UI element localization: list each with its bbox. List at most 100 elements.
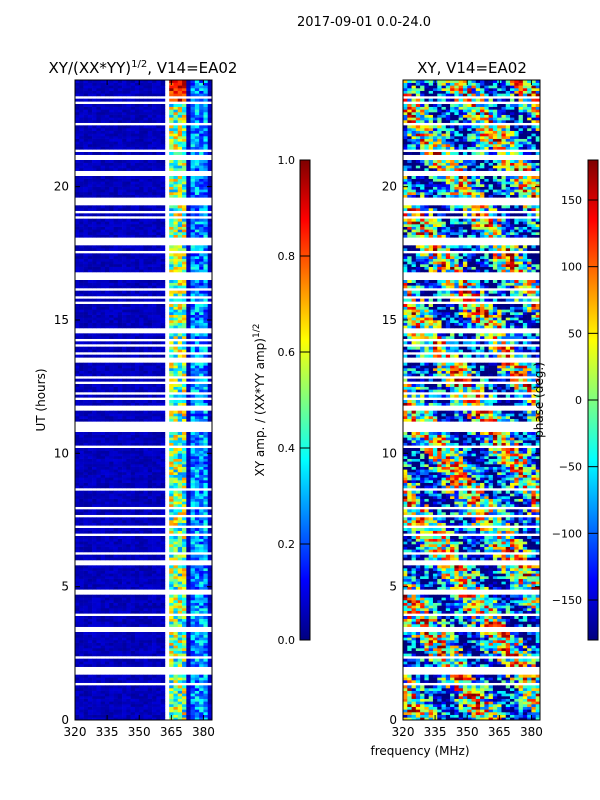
amp-cell bbox=[122, 442, 127, 446]
amp-cell bbox=[169, 402, 174, 406]
amp-cell bbox=[160, 717, 166, 720]
amp-cell bbox=[109, 688, 114, 691]
amp-cell bbox=[173, 349, 179, 353]
amp-cell bbox=[173, 341, 179, 345]
amp-cell bbox=[126, 418, 131, 422]
amp-cell bbox=[156, 298, 161, 302]
amp-cell bbox=[169, 474, 174, 478]
amp-cell bbox=[156, 664, 161, 667]
amp-cell bbox=[75, 346, 80, 350]
amp-cell bbox=[199, 570, 204, 574]
amp-cell bbox=[100, 269, 106, 273]
amp-cell bbox=[92, 232, 97, 235]
amp-cell bbox=[100, 456, 106, 459]
amp-cell bbox=[160, 640, 166, 643]
amp-cell bbox=[104, 554, 110, 558]
amp-cell bbox=[75, 501, 80, 505]
amp-cell bbox=[169, 285, 174, 289]
amp-cell bbox=[113, 624, 119, 627]
amp-cell bbox=[190, 602, 196, 606]
amp-cell bbox=[87, 317, 93, 321]
amp-cell bbox=[75, 565, 80, 569]
amp-cell bbox=[203, 685, 209, 689]
amp-cell bbox=[75, 349, 80, 353]
amp-cell bbox=[109, 616, 114, 619]
amp-cell bbox=[126, 440, 131, 443]
amp-cell bbox=[199, 709, 204, 713]
amp-cell bbox=[177, 266, 183, 270]
amp-cell bbox=[194, 453, 200, 457]
amp-cell bbox=[100, 464, 106, 467]
amp-cell bbox=[139, 565, 144, 569]
amp-cell bbox=[207, 685, 212, 689]
amp-cell bbox=[96, 322, 101, 326]
amp-cell bbox=[182, 152, 187, 155]
amp-cell bbox=[104, 698, 110, 702]
amp-cell bbox=[143, 637, 149, 641]
amp-cell bbox=[75, 522, 80, 526]
amp-cell bbox=[130, 632, 136, 635]
amp-cell bbox=[152, 608, 157, 611]
amp-cell bbox=[87, 664, 93, 667]
amp-cell bbox=[207, 146, 212, 150]
amp-cell bbox=[100, 469, 106, 473]
amp-cell bbox=[139, 674, 144, 678]
amp-cell bbox=[117, 664, 123, 667]
amp-cell bbox=[169, 693, 174, 697]
amp-cell bbox=[134, 496, 140, 499]
amp-cell bbox=[139, 634, 144, 638]
amp-cell bbox=[186, 522, 191, 526]
amp-cell bbox=[190, 165, 196, 169]
amp-cell bbox=[109, 709, 114, 713]
amp-cell bbox=[190, 298, 196, 302]
amp-cell bbox=[87, 290, 93, 294]
amp-cell bbox=[126, 218, 131, 222]
amp-cell bbox=[194, 442, 200, 446]
amp-cell bbox=[100, 152, 106, 155]
amp-cell bbox=[75, 269, 80, 273]
amp-cell bbox=[152, 280, 157, 283]
amp-cell bbox=[203, 189, 209, 193]
amp-cell bbox=[160, 693, 166, 697]
amp-cell bbox=[104, 456, 110, 459]
amp-cell bbox=[96, 688, 101, 691]
amp-cell bbox=[156, 354, 161, 358]
amp-cell bbox=[83, 389, 89, 393]
amp-cell bbox=[117, 416, 123, 419]
amp-cell bbox=[126, 693, 131, 697]
amp-cell bbox=[126, 677, 131, 681]
amp-cell bbox=[79, 677, 84, 681]
amp-cell bbox=[126, 261, 131, 265]
amp-cell bbox=[152, 688, 157, 691]
amp-cell bbox=[109, 602, 114, 606]
amp-cell bbox=[139, 141, 144, 145]
amp-cell bbox=[75, 648, 80, 651]
amp-cell bbox=[194, 266, 200, 270]
amp-cell bbox=[169, 176, 174, 179]
amp-cell bbox=[169, 437, 174, 441]
amp-cell bbox=[75, 602, 80, 606]
amp-cell bbox=[152, 378, 157, 382]
amp-cell bbox=[156, 482, 161, 486]
amp-cell bbox=[139, 632, 144, 635]
amp-cell bbox=[143, 658, 149, 662]
amp-cell bbox=[109, 586, 114, 590]
amp-cell bbox=[182, 162, 187, 166]
amp-cell bbox=[75, 144, 80, 147]
amp-cell bbox=[87, 594, 93, 598]
amp-cell bbox=[186, 549, 191, 553]
amp-cell bbox=[117, 661, 123, 665]
amp-cell bbox=[109, 456, 114, 459]
amp-cell bbox=[113, 701, 119, 705]
amp-cell bbox=[117, 509, 123, 513]
amp-cell bbox=[203, 701, 209, 705]
amp-cell bbox=[79, 437, 84, 441]
amp-cell bbox=[126, 578, 131, 582]
amp-cell bbox=[113, 280, 119, 283]
amp-cell bbox=[122, 637, 127, 641]
amp-cell bbox=[126, 581, 131, 585]
amp-cell bbox=[147, 677, 153, 681]
amp-cell bbox=[130, 341, 136, 345]
amp-cell bbox=[194, 693, 200, 697]
amp-cell bbox=[75, 320, 80, 323]
